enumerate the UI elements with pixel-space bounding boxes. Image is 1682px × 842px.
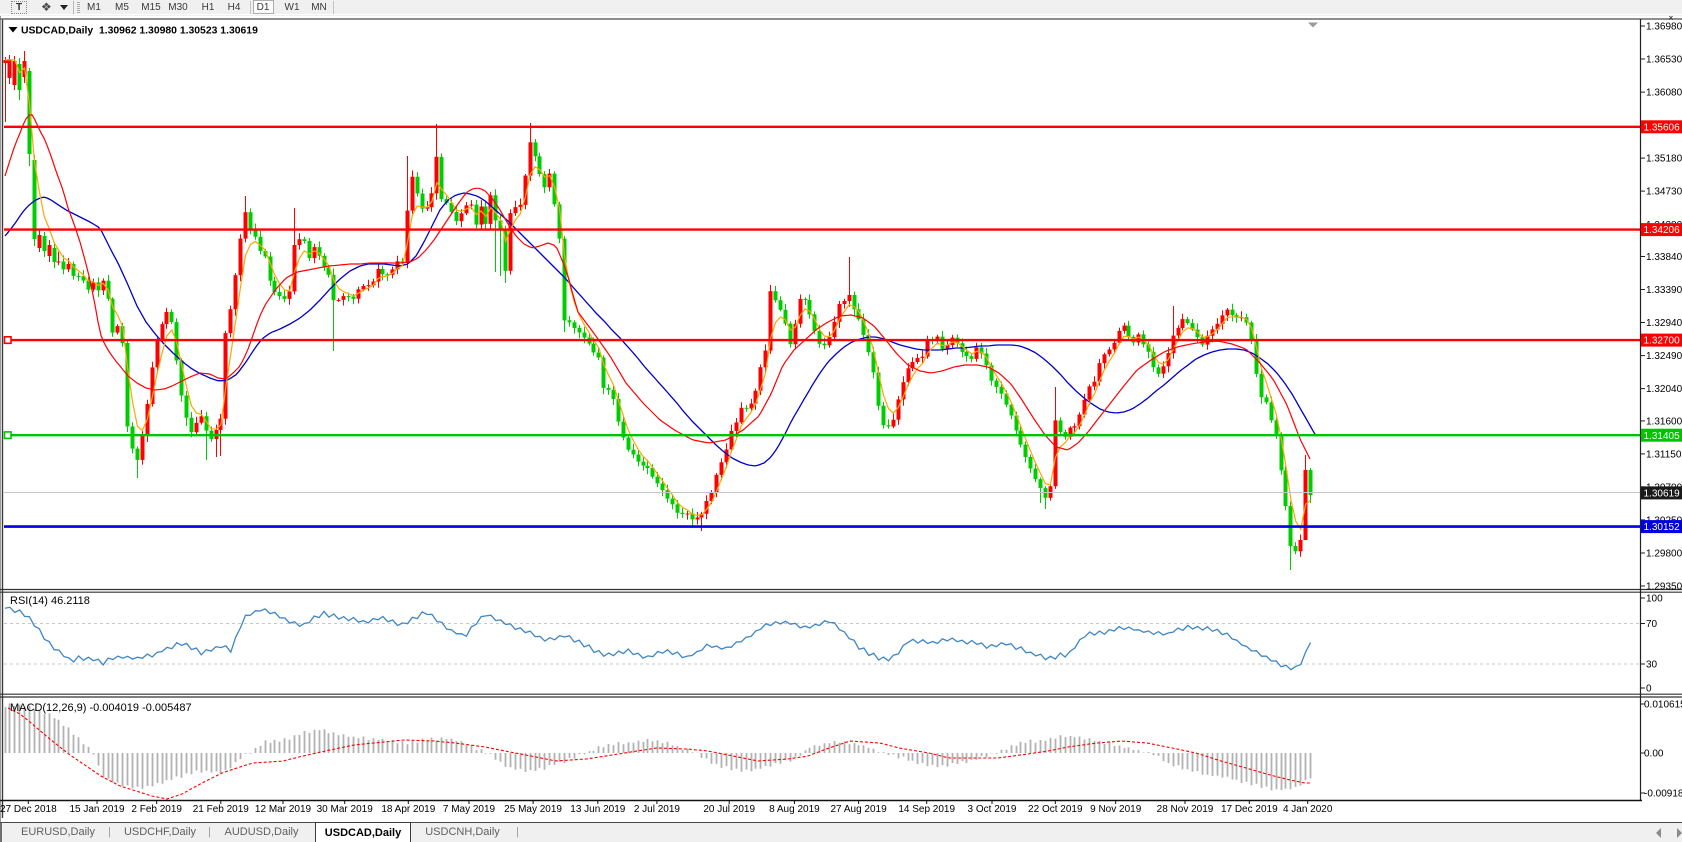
svg-text:1.30619: 1.30619 [1644, 489, 1681, 500]
svg-text:1.34730: 1.34730 [1646, 187, 1682, 198]
svg-text:7 May 2019: 7 May 2019 [443, 804, 496, 815]
svg-text:27 Aug 2019: 27 Aug 2019 [831, 804, 888, 815]
svg-text:0.00: 0.00 [1644, 749, 1664, 760]
svg-text:1.31150: 1.31150 [1646, 450, 1682, 461]
svg-text:1.36080: 1.36080 [1646, 88, 1682, 99]
svg-text:3 Oct 2019: 3 Oct 2019 [968, 804, 1017, 815]
svg-text:1.32700: 1.32700 [1644, 336, 1681, 347]
svg-text:70: 70 [1646, 619, 1658, 630]
svg-text:1.31600: 1.31600 [1646, 417, 1682, 428]
svg-text:RSI(14) 46.2118: RSI(14) 46.2118 [10, 595, 90, 607]
svg-text:1.29800: 1.29800 [1646, 549, 1682, 560]
svg-text:20 Jul 2019: 20 Jul 2019 [703, 804, 755, 815]
svg-text:4 Jan 2020: 4 Jan 2020 [1283, 804, 1333, 815]
svg-text:USDCAD,Daily 1.30962 1.30980: USDCAD,Daily 1.30962 1.30980 1.30523 1.3… [21, 26, 258, 37]
svg-text:1.29350: 1.29350 [1646, 582, 1682, 593]
svg-text:15 Jan 2019: 15 Jan 2019 [69, 804, 124, 815]
svg-text:30: 30 [1646, 660, 1658, 671]
svg-text:1.36980: 1.36980 [1646, 22, 1682, 33]
svg-text:9 Nov 2019: 9 Nov 2019 [1090, 804, 1142, 815]
svg-text:1.34206: 1.34206 [1644, 225, 1681, 236]
svg-text:1.36530: 1.36530 [1646, 55, 1682, 66]
svg-text:17 Dec 2019: 17 Dec 2019 [1221, 804, 1278, 815]
svg-text:0: 0 [1646, 684, 1652, 695]
svg-text:1.33390: 1.33390 [1646, 285, 1682, 296]
svg-text:14 Sep 2019: 14 Sep 2019 [898, 804, 955, 815]
svg-text:100: 100 [1646, 594, 1663, 605]
svg-text:28 Nov 2019: 28 Nov 2019 [1157, 804, 1214, 815]
svg-text:25 May 2019: 25 May 2019 [504, 804, 562, 815]
svg-text:1.35606: 1.35606 [1644, 122, 1681, 133]
svg-text:18 Apr 2019: 18 Apr 2019 [381, 804, 435, 815]
svg-text:MACD(12,26,9) -0.004019 -0.005: MACD(12,26,9) -0.004019 -0.005487 [10, 702, 192, 714]
svg-text:1.33840: 1.33840 [1646, 252, 1682, 263]
svg-text:13 Jun 2019: 13 Jun 2019 [570, 804, 625, 815]
svg-text:1.31405: 1.31405 [1644, 431, 1681, 442]
svg-text:-0.00918: -0.00918 [1644, 789, 1682, 800]
svg-text:21 Feb 2019: 21 Feb 2019 [193, 804, 250, 815]
svg-text:30 Mar 2019: 30 Mar 2019 [317, 804, 374, 815]
svg-text:1.30152: 1.30152 [1644, 522, 1681, 533]
svg-text:1.32490: 1.32490 [1646, 351, 1682, 362]
svg-text:27 Dec 2018: 27 Dec 2018 [0, 804, 57, 815]
svg-text:1.35180: 1.35180 [1646, 154, 1682, 165]
svg-text:22 Oct 2019: 22 Oct 2019 [1028, 804, 1083, 815]
svg-text:12 Mar 2019: 12 Mar 2019 [255, 804, 312, 815]
svg-text:×: × [1668, 16, 1674, 24]
svg-text:0.010615: 0.010615 [1644, 700, 1682, 711]
svg-text:2 Feb 2019: 2 Feb 2019 [131, 804, 182, 815]
svg-text:2 Jul 2019: 2 Jul 2019 [634, 804, 681, 815]
svg-text:1.32040: 1.32040 [1646, 384, 1682, 395]
svg-text:1.32940: 1.32940 [1646, 318, 1682, 329]
svg-text:8 Aug 2019: 8 Aug 2019 [769, 804, 820, 815]
